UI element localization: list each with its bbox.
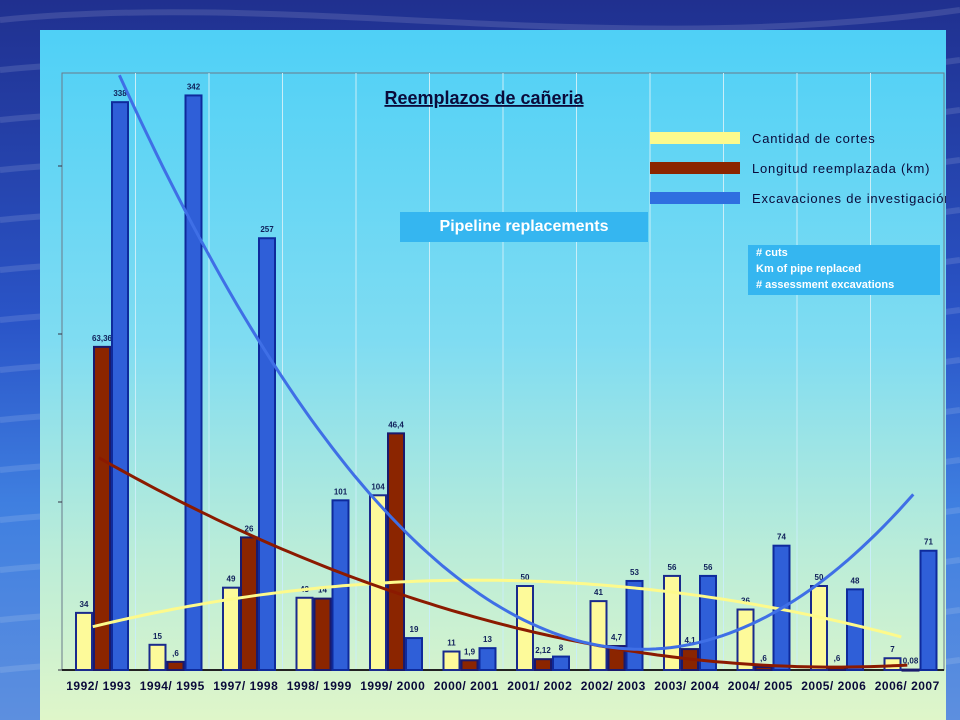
data-label: 15 <box>153 632 162 641</box>
data-label: 13 <box>483 635 492 644</box>
data-label: ,6 <box>834 654 841 663</box>
data-label: ,6 <box>760 654 767 663</box>
bar-excavations <box>184 94 203 671</box>
x-tick-label: 2002/ 2003 <box>581 679 646 693</box>
english-legend-item-cuts: # cuts <box>756 247 788 259</box>
data-label: 257 <box>260 225 274 234</box>
data-label: 26 <box>245 524 254 533</box>
bar-excavations <box>478 647 497 671</box>
bar-km <box>240 536 258 671</box>
bar-km <box>93 345 111 671</box>
bar-km <box>460 659 479 671</box>
legend-swatch <box>650 192 740 204</box>
data-label: 63,36 <box>92 334 113 343</box>
x-tick-label: 1998/ 1999 <box>287 679 352 693</box>
data-label: 19 <box>410 625 419 634</box>
data-label: 342 <box>187 82 201 91</box>
english-legend: # cuts Km of pipe replaced # assessment … <box>748 245 940 295</box>
bar-excavations <box>846 588 864 671</box>
bar-excavations <box>111 101 129 672</box>
data-label: 0,08 <box>903 657 919 666</box>
bar-excavations <box>258 237 276 672</box>
english-legend-item-excavations: # assessment excavations <box>756 279 895 291</box>
x-tick-label: 2004/ 2005 <box>728 679 793 693</box>
legend-label: Excavaciones de investigación <box>752 191 946 206</box>
legend-label: Longitud reemplazada (km) <box>752 161 930 176</box>
x-tick-label: 2001/ 2002 <box>507 679 572 693</box>
data-label: 56 <box>668 563 677 572</box>
data-label: 11 <box>447 639 456 648</box>
data-label: 14 <box>318 586 327 595</box>
x-tick-label: 2006/ 2007 <box>875 679 940 693</box>
bar-km <box>607 645 626 672</box>
x-tick-label: 2000/ 2001 <box>434 679 499 693</box>
data-label: 2,12 <box>535 646 551 655</box>
data-label: 7 <box>890 645 895 654</box>
data-label: 101 <box>334 487 348 496</box>
bar-cuts <box>589 600 608 671</box>
chart-panel: 34 63,36 338 1992/ 1993 15 ,6 342 1994/ 1995 49 2… <box>40 30 946 720</box>
data-label: 74 <box>777 533 786 542</box>
english-chart-title: Pipeline replacements <box>400 212 648 242</box>
data-label: 34 <box>80 600 89 609</box>
data-label: 8 <box>559 644 564 653</box>
bar-cuts <box>442 650 461 672</box>
legend-swatch <box>650 162 740 174</box>
bar-excavations <box>552 655 570 671</box>
data-label: 48 <box>851 576 860 585</box>
bar-km <box>166 660 185 672</box>
bar-km <box>754 665 773 672</box>
background-streak <box>0 7 960 32</box>
x-tick-label: 2005/ 2006 <box>801 679 866 693</box>
bar-cuts <box>75 611 93 672</box>
data-label: 49 <box>227 575 236 584</box>
x-tick-label: 1997/ 1998 <box>213 679 278 693</box>
bar-km <box>387 432 405 671</box>
x-tick-label: 1994/ 1995 <box>140 679 205 693</box>
english-legend-item-km: Km of pipe replaced <box>756 263 862 275</box>
bar-cuts <box>148 643 167 671</box>
data-label: 4,1 <box>684 636 696 645</box>
data-label: 50 <box>815 573 824 582</box>
x-tick-label: 2003/ 2004 <box>654 679 719 693</box>
data-label: 71 <box>924 538 933 547</box>
bar-km <box>313 597 332 671</box>
trendline-excavations <box>118 74 915 651</box>
data-label: ,6 <box>172 649 179 658</box>
legend-swatch <box>650 132 740 144</box>
bar-km <box>534 658 552 671</box>
chart-title: Reemplazos de cañeria <box>384 88 584 108</box>
data-label: 50 <box>521 573 530 582</box>
x-tick-label: 1999/ 2000 <box>360 679 425 693</box>
bar-chart: 34 63,36 338 1992/ 1993 15 ,6 342 1994/ 1995 49 2… <box>58 72 946 693</box>
data-label: 56 <box>704 563 713 572</box>
bar-cuts <box>222 586 240 671</box>
bar-cuts <box>295 596 314 672</box>
trendline-cuts <box>92 578 902 639</box>
bar-excavations <box>919 549 938 671</box>
data-label: 104 <box>371 482 385 491</box>
data-label: 1,9 <box>464 647 476 656</box>
bar-excavations <box>625 579 644 672</box>
bar-excavations <box>699 574 717 671</box>
data-label: 4,7 <box>611 633 623 642</box>
legend-label: Cantidad de cortes <box>752 131 876 146</box>
data-label: 36 <box>741 597 750 606</box>
data-label: 53 <box>630 568 639 577</box>
data-label: 41 <box>594 588 603 597</box>
bar-cuts <box>736 608 755 672</box>
trendline-km <box>98 456 908 669</box>
bar-excavations <box>405 637 423 672</box>
x-tick-label: 1992/ 1993 <box>66 679 131 693</box>
data-label: 338 <box>113 89 127 98</box>
bar-km <box>901 668 920 672</box>
data-label: 46,4 <box>388 420 404 429</box>
bar-cuts <box>810 585 828 671</box>
